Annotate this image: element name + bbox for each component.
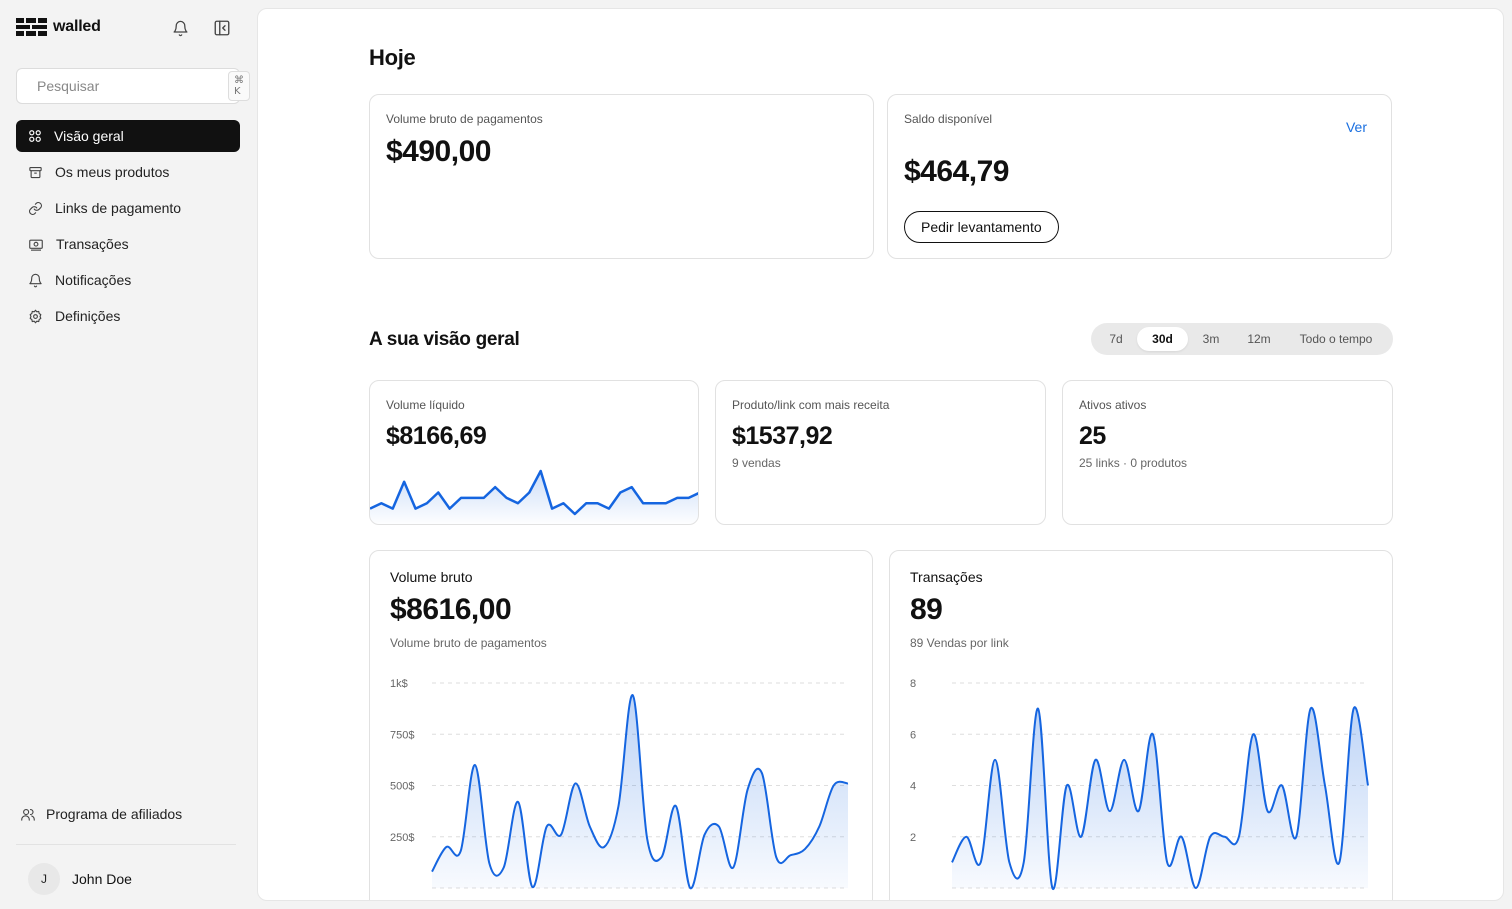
sidebar-item-label: Links de pagamento <box>55 200 181 216</box>
sidebar-item-overview[interactable]: Visão geral <box>16 120 240 152</box>
range-12m[interactable]: 12m <box>1234 327 1284 351</box>
card-value: $464,79 <box>904 155 1009 189</box>
sidebar-item-label: Os meus produtos <box>55 164 169 180</box>
sidebar-item-label: Visão geral <box>54 128 124 144</box>
sidebar-item-label: Transações <box>56 236 129 252</box>
sidebar-item-products[interactable]: Os meus produtos <box>16 156 240 188</box>
avatar: J <box>28 863 60 895</box>
gross-volume-chart: 250$ 500$ 750$ 1k$ <box>370 661 874 901</box>
grid-icon <box>28 129 42 143</box>
card-value: 25 <box>1079 422 1106 451</box>
gear-icon <box>28 309 43 324</box>
range-30d[interactable]: 30d <box>1137 327 1188 351</box>
card-subtext: 25 links · 0 produtos <box>1079 456 1187 470</box>
card-value: $8166,69 <box>386 422 486 451</box>
card-title: Transações <box>910 569 983 585</box>
balance-card: Saldo disponível Ver $464,79 Pedir levan… <box>887 94 1392 259</box>
notifications-bell-icon[interactable] <box>170 18 190 38</box>
card-label: Ativos ativos <box>1079 398 1146 412</box>
card-label: Saldo disponível <box>904 112 992 126</box>
y-tick-label: 500$ <box>390 781 414 793</box>
transactions-card: Transações 89 89 Vendas por link 2 4 6 8 <box>889 550 1393 901</box>
y-tick-label: 2 <box>910 832 916 844</box>
sidebar-item-settings[interactable]: Definições <box>16 300 240 332</box>
sidebar-nav: Visão geral Os meus produtos Links de pa… <box>16 120 240 336</box>
card-subtext: 9 vendas <box>732 456 781 470</box>
range-all-time[interactable]: Todo o tempo <box>1284 327 1388 351</box>
walled-logo-icon <box>16 18 47 36</box>
sidebar-item-notifications[interactable]: Notificações <box>16 264 240 296</box>
main-content: Hoje Volume bruto de pagamentos $490,00 … <box>257 8 1504 901</box>
card-subtext: Volume bruto de pagamentos <box>390 636 547 650</box>
top-product-card: Produto/link com mais receita $1537,92 9… <box>715 380 1046 525</box>
link-icon <box>28 201 43 216</box>
range-7d[interactable]: 7d <box>1095 327 1137 351</box>
logo[interactable]: walled <box>16 18 101 36</box>
sidebar-item-label: Definições <box>55 308 120 324</box>
y-tick-label: 1k$ <box>390 678 408 690</box>
sparkline-area <box>370 471 699 525</box>
affiliate-label: Programa de afiliados <box>46 806 182 822</box>
y-tick-label: 750$ <box>390 729 414 741</box>
card-subtext: 89 Vendas por link <box>910 636 1009 650</box>
range-3m[interactable]: 3m <box>1188 327 1234 351</box>
card-label: Volume líquido <box>386 398 465 412</box>
affiliate-program-link[interactable]: Programa de afiliados <box>16 798 240 830</box>
sidebar-item-label: Notificações <box>55 272 131 288</box>
card-value: 89 <box>910 593 942 627</box>
card-value: $1537,92 <box>732 422 832 451</box>
app-name: walled <box>53 18 101 36</box>
card-value: $8616,00 <box>390 593 511 627</box>
card-label: Produto/link com mais receita <box>732 398 889 412</box>
user-menu[interactable]: J John Doe <box>28 863 132 895</box>
net-volume-card: Volume líquido $8166,69 <box>369 380 699 525</box>
view-balance-link[interactable]: Ver <box>1346 119 1367 135</box>
y-tick-label: 8 <box>910 678 916 690</box>
section-title: A sua visão geral <box>369 329 520 351</box>
card-value: $490,00 <box>386 135 491 169</box>
y-tick-label: 250$ <box>390 832 414 844</box>
gross-payments-card: Volume bruto de pagamentos $490,00 <box>369 94 874 259</box>
active-assets-card: Ativos ativos 25 25 links · 0 produtos <box>1062 380 1393 525</box>
collapse-sidebar-icon[interactable] <box>212 18 232 38</box>
search-input[interactable] <box>37 78 218 94</box>
transactions-chart: 2 4 6 8 <box>890 661 1394 901</box>
sidebar-item-payment-links[interactable]: Links de pagamento <box>16 192 240 224</box>
sidebar: walled ⌘ K Visão geral Os meus produtos … <box>0 0 256 909</box>
y-tick-label: 6 <box>910 729 916 741</box>
gross-volume-card: Volume bruto $8616,00 Volume bruto de pa… <box>369 550 873 901</box>
users-icon <box>20 807 36 822</box>
range-selector: 7d 30d 3m 12m Todo o tempo <box>1091 323 1393 355</box>
sidebar-item-transactions[interactable]: Transações <box>16 228 240 260</box>
search-box[interactable]: ⌘ K <box>16 68 240 104</box>
page-title: Hoje <box>369 45 415 71</box>
cash-icon <box>28 237 44 252</box>
card-title: Volume bruto <box>390 569 473 585</box>
card-label: Volume bruto de pagamentos <box>386 112 543 126</box>
net-volume-sparkline <box>370 456 699 525</box>
archive-icon <box>28 165 43 180</box>
bell-icon <box>28 273 43 288</box>
search-shortcut-badge: ⌘ K <box>228 71 250 101</box>
y-tick-label: 4 <box>910 781 916 793</box>
sidebar-divider <box>16 844 236 845</box>
user-name: John Doe <box>72 871 132 887</box>
request-withdrawal-button[interactable]: Pedir levantamento <box>904 211 1059 243</box>
